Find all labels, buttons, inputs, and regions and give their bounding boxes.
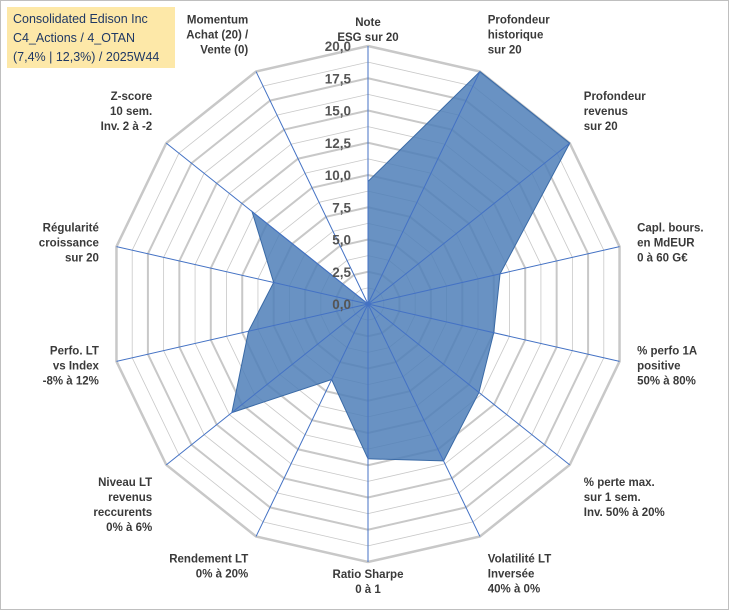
axis-spoke (255, 71, 369, 305)
axis-label-line: Z-score (111, 91, 153, 103)
axis-label-line: -8% à 12% (43, 375, 99, 387)
axis-label-line: sur 20 (584, 121, 618, 133)
axis-label: % perfo 1A positive 50% à 80% (637, 345, 697, 387)
axis-label-line: Rendement LT (169, 554, 248, 566)
axis-label-line: Régularité (43, 223, 99, 235)
axis-spoke (367, 303, 571, 466)
axis-label-line: reccurents (93, 507, 152, 519)
axis-label: Perfo. LT vs Index -8% à 12% (43, 345, 100, 387)
axis-label-line: Ratio Sharpe (333, 569, 404, 581)
axis-label-line: Capl. bours. (637, 223, 703, 235)
tick-label: 2,5 (332, 265, 351, 280)
axis-spoke (367, 303, 481, 537)
axis-label: Volatilité LT Inversée 40% à 0% (488, 554, 551, 596)
axis-label-line: % perte max. (584, 477, 655, 489)
axis-label-line: Profondeur (488, 14, 550, 26)
axis-spoke (367, 142, 571, 305)
axis-label: Note ESG sur 20 (337, 17, 398, 44)
axis-label-line: positive (637, 360, 680, 372)
axis-label-line: revenus (108, 492, 152, 504)
axis-label-line: Vente (0) (200, 44, 248, 56)
axis-spoke (116, 246, 369, 305)
tick-label: 12,5 (325, 136, 352, 151)
axis-label-line: vs Index (53, 360, 100, 372)
axis-label-line: 10 sem. (110, 106, 152, 118)
title-line-category: C4_Actions / 4_OTAN (13, 31, 136, 45)
tick-label: 0,0 (332, 297, 351, 312)
title-line-company: Consolidated Edison Inc (13, 12, 148, 26)
tick-label: 17,5 (325, 71, 352, 86)
axis-label-line: 0 à 60 G€ (637, 253, 688, 265)
axis-label-line: ESG sur 20 (337, 32, 398, 44)
axis-label: Profondeur revenus sur 20 (584, 91, 646, 133)
axis-spoke (165, 142, 369, 305)
chart-title-box: Consolidated Edison Inc C4_Actions / 4_O… (7, 7, 175, 68)
axis-label-line: Achat (20) / (186, 29, 249, 41)
axis-label-line: Volatilité LT (488, 554, 551, 566)
axis-label: Z-score 10 sem. Inv. 2 à -2 (101, 91, 153, 133)
tick-label: 15,0 (325, 104, 351, 119)
axis-label-line: sur 20 (488, 44, 522, 56)
axis-label: Profondeur historique sur 20 (488, 14, 550, 56)
tick-label: 10,0 (325, 168, 351, 183)
axis-label: Capl. bours. en MdEUR 0 à 60 G€ (637, 223, 703, 265)
axis-label: Ratio Sharpe 0 à 1 (333, 569, 404, 596)
axis-label-line: Note (355, 17, 381, 29)
axis-label: Régularité croissance sur 20 (39, 223, 99, 265)
axis-label: Rendement LT 0% à 20% (169, 554, 248, 581)
axis-label-line: sur 20 (65, 253, 99, 265)
axis-label-line: Momentum (187, 14, 248, 26)
axis-spoke (116, 303, 369, 362)
axis-label-line: historique (488, 29, 544, 41)
tick-label: 20,0 (325, 39, 351, 54)
title-line-stats: (7,4% | 12,3%) / 2025W44 (13, 50, 160, 64)
axis-label-line: Inv. 50% à 20% (584, 507, 665, 519)
axis-spoke (367, 71, 481, 305)
axis-label-line: 0% à 6% (106, 522, 152, 534)
axis-label-line: sur 1 sem. (584, 492, 641, 504)
axis-label-line: 50% à 80% (637, 375, 696, 387)
axis-label-line: 40% à 0% (488, 584, 540, 596)
tick-label: 7,5 (332, 200, 351, 215)
axis-spoke (165, 303, 369, 466)
axis-label-line: 0 à 1 (355, 584, 381, 596)
axis-label: Momentum Achat (20) / Vente (0) (186, 14, 249, 56)
axis-label-line: Inversée (488, 569, 535, 581)
axis-label-line: % perfo 1A (637, 345, 697, 357)
axis-spoke (255, 303, 369, 537)
axis-label-line: Perfo. LT (50, 345, 99, 357)
axis-label-line: Inv. 2 à -2 (101, 121, 153, 133)
axis-label-line: 0% à 20% (196, 569, 248, 581)
tick-label: 5,0 (332, 233, 351, 248)
axis-label: % perte max. sur 1 sem. Inv. 50% à 20% (584, 477, 665, 519)
axis-label-line: en MdEUR (637, 238, 695, 250)
axis-label-line: revenus (584, 106, 628, 118)
axis-label-line: croissance (39, 238, 99, 250)
axis-label: Niveau LT revenus reccurents 0% à 6% (93, 477, 152, 534)
axis-spoke (367, 246, 620, 305)
axis-label-line: Profondeur (584, 91, 646, 103)
axis-label-line: Niveau LT (98, 477, 152, 489)
